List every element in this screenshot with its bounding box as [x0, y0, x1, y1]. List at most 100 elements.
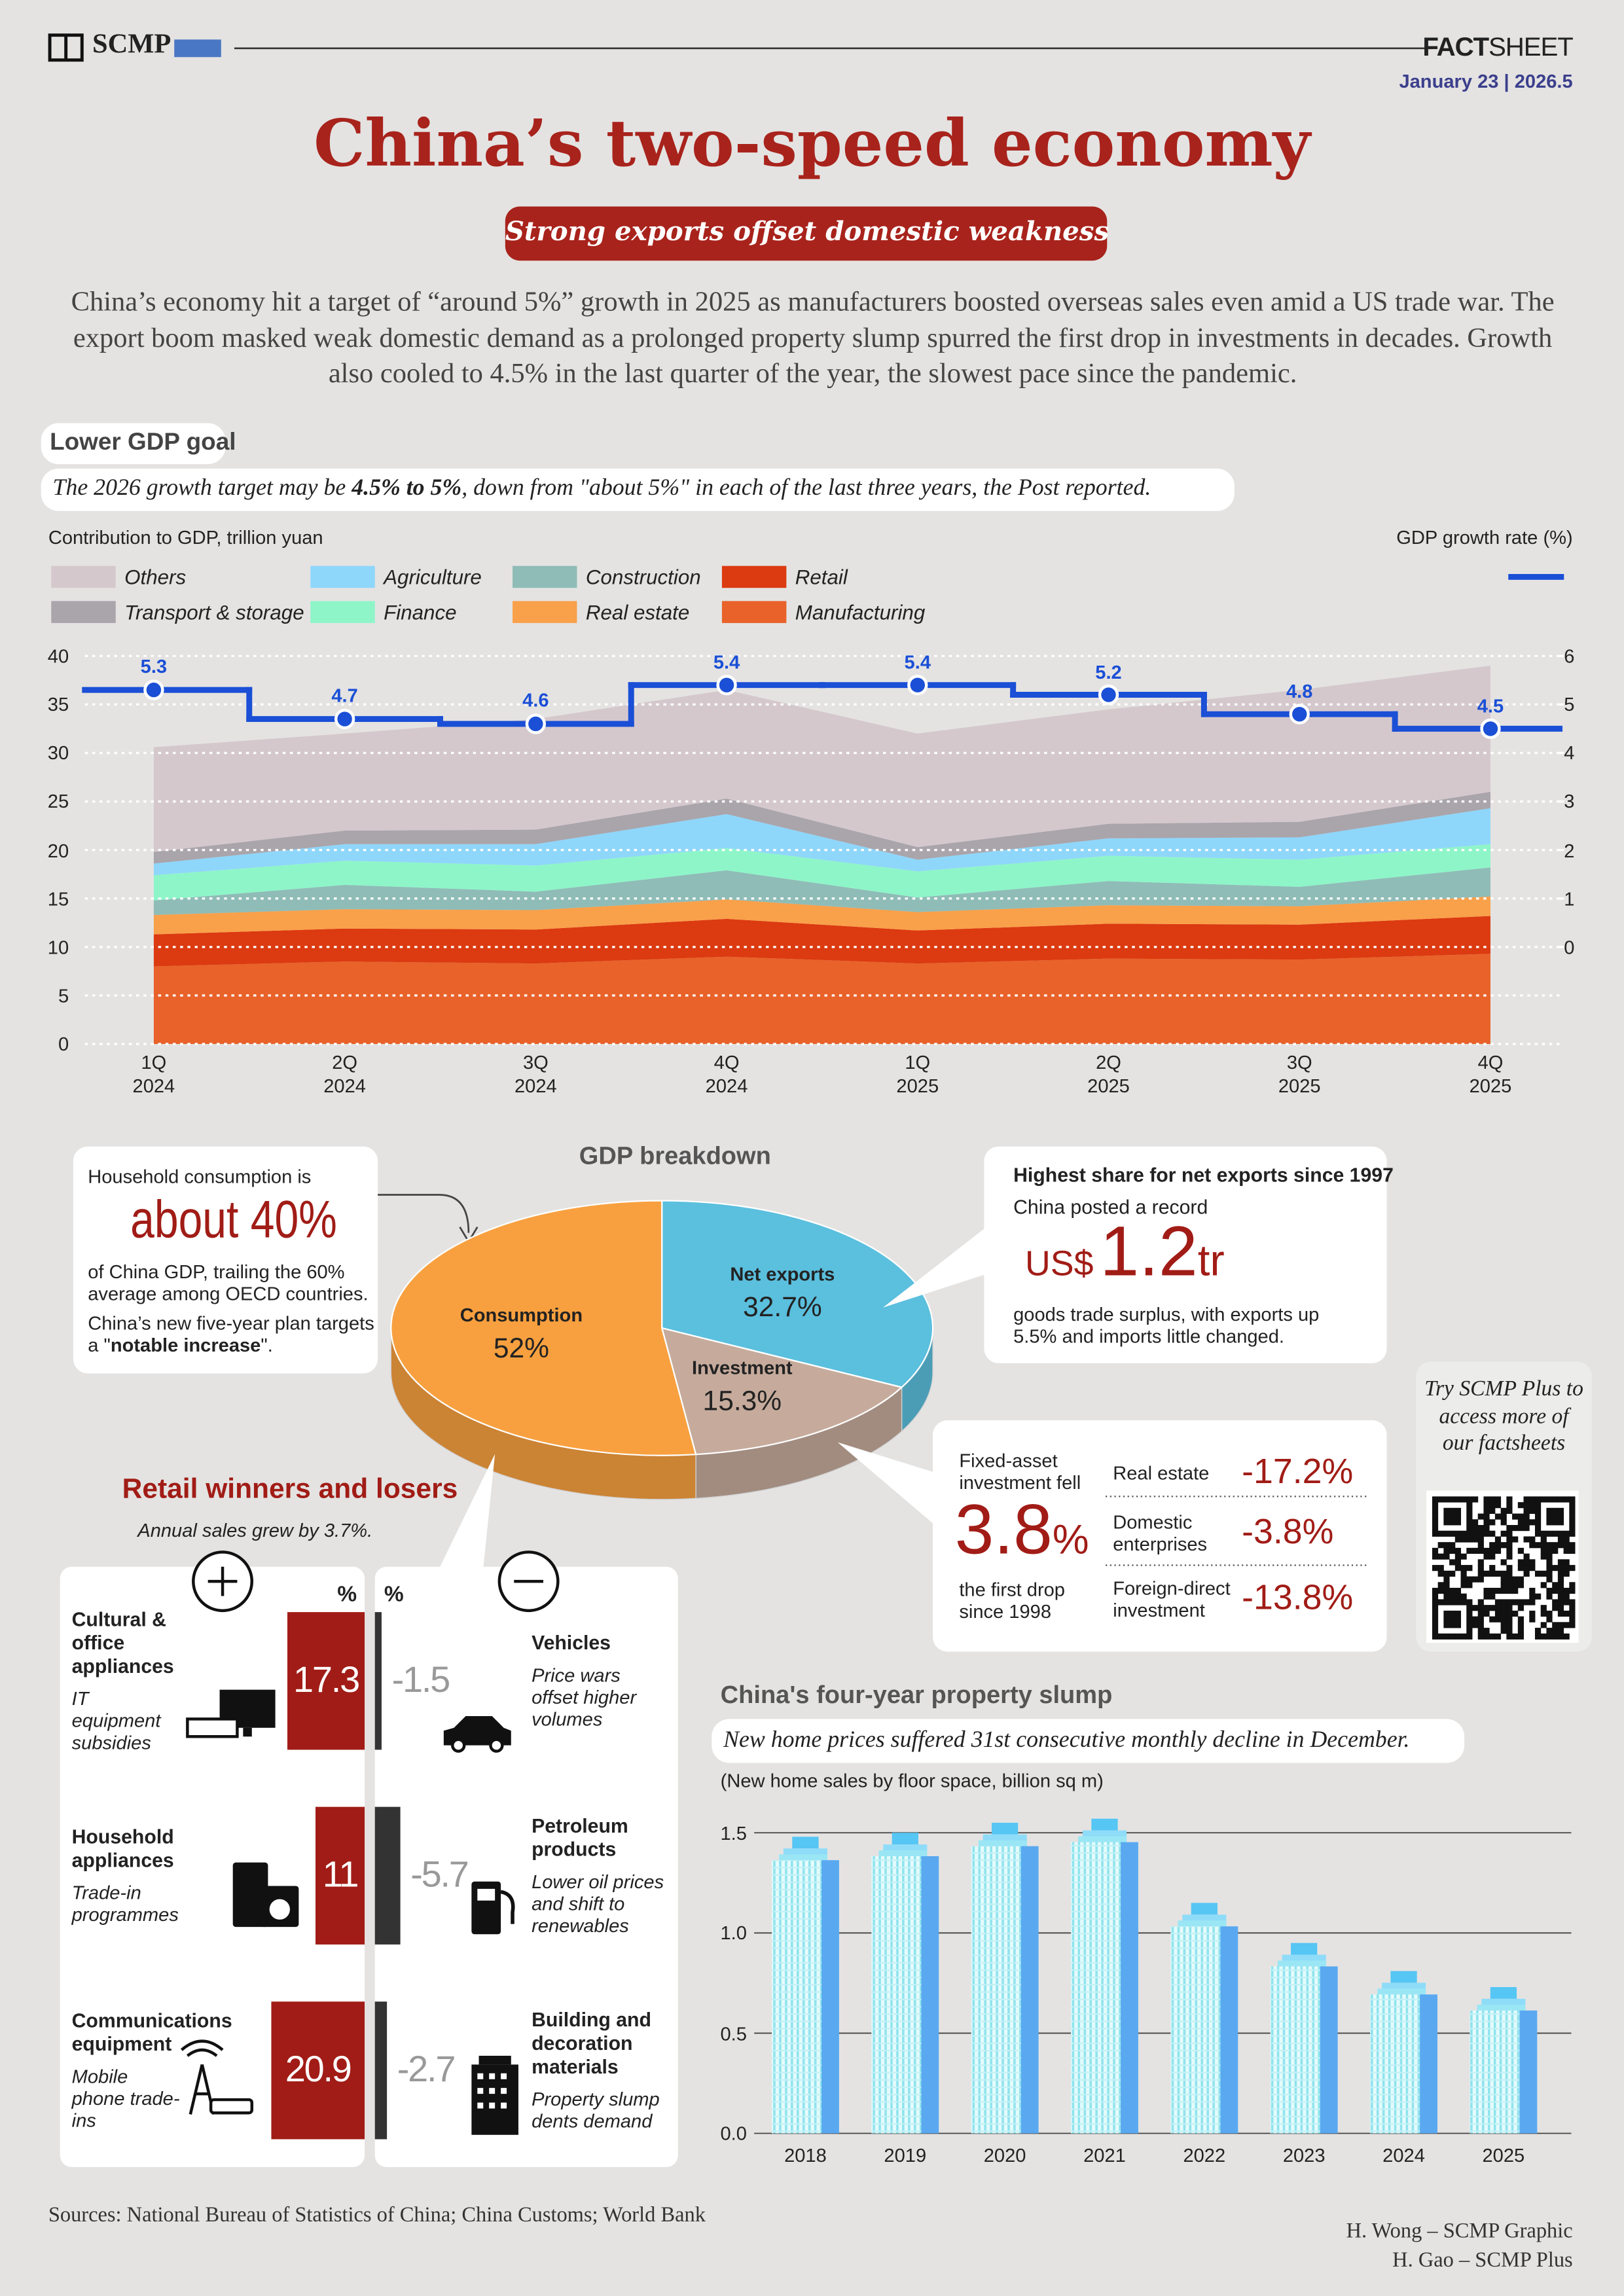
tower-front — [771, 1860, 822, 2134]
callout-heading: Highest share for net exports since 1997 — [1013, 1164, 1394, 1187]
qr-module — [1432, 1507, 1439, 1514]
qr-module — [1466, 1513, 1473, 1520]
qr-module — [1449, 1559, 1456, 1566]
car-icon — [443, 1715, 511, 1753]
qr-module — [1466, 1599, 1473, 1605]
qr-module — [1563, 1610, 1570, 1617]
qr-module — [1540, 1570, 1547, 1577]
category-block: Building and decoration materials Propert… — [532, 2009, 666, 2132]
legend-swatch — [513, 601, 577, 623]
qr-module — [1437, 1633, 1444, 1640]
qr-module — [1529, 1610, 1536, 1617]
sources: Sources: National Bureau of Statistics o… — [48, 2203, 706, 2227]
unit-label: % — [384, 1582, 404, 1607]
qr-module — [1523, 1519, 1530, 1526]
legend-label: Real estate — [585, 600, 690, 624]
legend-label: Agriculture — [384, 565, 482, 589]
y-tick-label: 10 — [47, 936, 69, 958]
hose — [500, 1890, 515, 1924]
qr-module — [1432, 1553, 1439, 1560]
qr-module — [1523, 1536, 1530, 1543]
qr-module — [1523, 1570, 1530, 1577]
qr-module — [1569, 1599, 1576, 1605]
x-tick-label: 2Q 2024 — [323, 1051, 366, 1097]
qr-module — [1552, 1542, 1559, 1549]
note-bold: 4.5% to 5% — [352, 476, 462, 501]
qr-module — [1494, 1513, 1502, 1520]
qr-module — [1466, 1507, 1473, 1514]
qr-module — [1466, 1610, 1473, 1617]
qr-module — [1523, 1553, 1530, 1560]
qr-module — [1494, 1633, 1502, 1640]
qr-module — [1506, 1582, 1513, 1588]
qr-module — [1437, 1570, 1444, 1577]
qr-module — [1506, 1605, 1513, 1611]
point — [1480, 718, 1501, 740]
sheet: SHEET — [1489, 32, 1574, 62]
qr-module — [1449, 1616, 1456, 1623]
qr-module — [1517, 1633, 1524, 1640]
qr-module — [1483, 1633, 1490, 1640]
qr-module — [1454, 1616, 1462, 1623]
figure-text: 1.2 — [1100, 1213, 1198, 1292]
data-label: 4.6 — [522, 689, 549, 711]
logo-icon — [48, 33, 84, 62]
qr-module — [1454, 1593, 1462, 1600]
qr-module — [1529, 1587, 1536, 1594]
qr-module — [1466, 1496, 1473, 1503]
point — [1289, 704, 1310, 725]
data-label: 5.3 — [140, 655, 168, 678]
qr-module — [1569, 1542, 1576, 1549]
point — [334, 708, 355, 730]
qr-module — [1477, 1530, 1484, 1537]
qr-module — [1512, 1524, 1519, 1532]
qr-module — [1472, 1496, 1479, 1503]
qr-module — [1523, 1559, 1530, 1566]
qr-module — [1454, 1610, 1462, 1617]
slice-label: Investment — [692, 1357, 793, 1379]
point — [907, 675, 928, 696]
qr-module — [1500, 1605, 1507, 1611]
tier-top — [892, 1833, 918, 1845]
qr-module — [1443, 1576, 1450, 1583]
qr-module — [1477, 1536, 1484, 1543]
qr-module — [1472, 1519, 1479, 1526]
qr-module — [1506, 1576, 1513, 1583]
y-tick-label: 1.5 — [720, 1821, 747, 1844]
qr-module — [1552, 1496, 1559, 1503]
callout-pointer — [439, 1454, 496, 1568]
qr-module — [1546, 1616, 1553, 1623]
category-label: Petroleum products — [532, 1814, 628, 1861]
qr-module — [1483, 1553, 1490, 1560]
qr-module — [1506, 1530, 1513, 1537]
y2-tick-label: 6 — [1564, 645, 1575, 668]
callout-arrow — [378, 1194, 470, 1233]
qr-module — [1552, 1582, 1559, 1588]
callout-body: goods trade surplus, with exports up 5.5… — [1013, 1303, 1320, 1348]
tier-top — [1291, 1943, 1318, 1955]
qr-module — [1472, 1605, 1479, 1611]
qr-module — [1506, 1587, 1513, 1594]
qr-module — [1512, 1582, 1519, 1588]
tower-front — [971, 1846, 1021, 2134]
qr-module — [1563, 1565, 1570, 1571]
point — [1098, 684, 1119, 706]
qr-module — [1563, 1633, 1570, 1640]
qr-module — [1546, 1587, 1553, 1594]
qr-module — [1563, 1593, 1570, 1600]
qr-module — [1534, 1570, 1542, 1577]
x-tick-label: 4Q 2025 — [1469, 1051, 1512, 1097]
washer-door — [269, 1899, 290, 1920]
data-label: 5.2 — [1095, 660, 1122, 683]
qr-module — [1546, 1507, 1553, 1514]
y-tick-label: 0.0 — [720, 2122, 747, 2145]
qr-module — [1500, 1507, 1507, 1514]
qr-module — [1534, 1530, 1542, 1537]
qr-module — [1437, 1582, 1444, 1588]
qr-module — [1432, 1565, 1439, 1571]
qr-module — [1557, 1536, 1564, 1543]
category-label: Vehicles — [532, 1632, 611, 1654]
y2-tick-label: 1 — [1564, 887, 1575, 910]
row-label: Foreign-direct investment — [1113, 1577, 1231, 1621]
